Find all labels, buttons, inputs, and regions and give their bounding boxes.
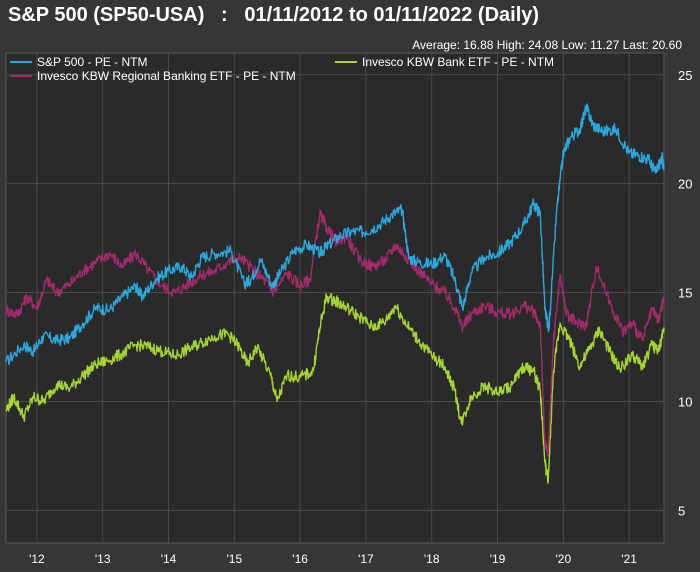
legend-label: S&P 500 - PE - NTM — [37, 55, 147, 69]
y-tick-label: 10 — [678, 394, 692, 409]
x-tick-label: '15 — [227, 552, 243, 566]
x-tick-label: '20 — [556, 552, 572, 566]
series-line — [5, 103, 665, 366]
series-line — [5, 293, 665, 484]
x-tick-label: '13 — [95, 552, 111, 566]
legend-label: Invesco KBW Bank ETF - PE - NTM — [362, 55, 554, 69]
legend-label: Invesco KBW Regional Banking ETF - PE - … — [37, 69, 296, 83]
y-tick-label: 20 — [678, 177, 692, 192]
x-tick-label: '18 — [424, 552, 440, 566]
y-tick-label: 25 — [678, 68, 692, 83]
x-tick-label: '12 — [29, 552, 45, 566]
chart-title: S&P 500 (SP50-USA) : 01/11/2012 to 01/11… — [8, 4, 540, 26]
x-tick-label: '17 — [358, 552, 374, 566]
x-tick-label: '19 — [490, 552, 506, 566]
x-tick-label: '16 — [292, 552, 308, 566]
y-tick-label: 15 — [678, 286, 692, 301]
y-tick-label: 5 — [678, 503, 685, 518]
x-tick-label: '14 — [161, 552, 177, 566]
chart-stats: Average: 16.88 High: 24.08 Low: 11.27 La… — [412, 38, 682, 52]
x-tick-label: '21 — [621, 552, 637, 566]
series-line — [5, 209, 665, 457]
